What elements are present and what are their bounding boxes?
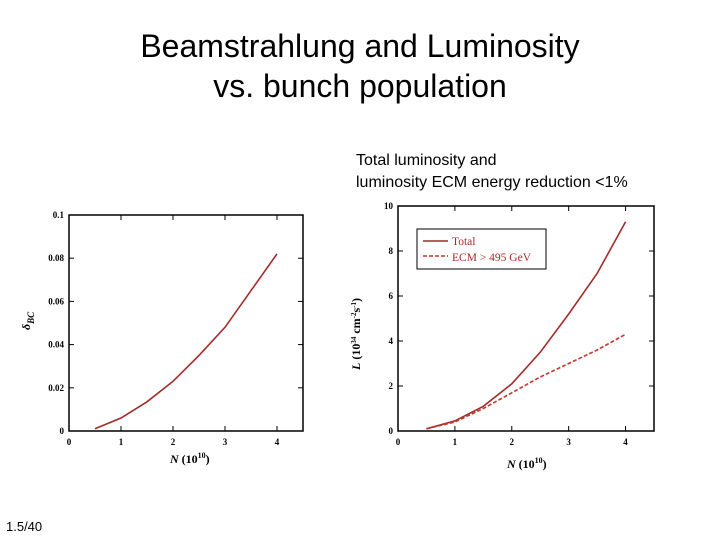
right-x-tick-label-3: 3 xyxy=(566,437,571,447)
left-ylabel-sub: BC xyxy=(26,311,36,325)
left-y-tick-label-4: 0.08 xyxy=(48,253,64,263)
right-ylabel-close: ) xyxy=(349,298,363,302)
title-line-1: Beamstrahlung and Luminosity xyxy=(140,28,580,64)
right-ylabel-s: s xyxy=(349,307,363,312)
slide-title: Beamstrahlung and Luminosity vs. bunch p… xyxy=(60,26,660,106)
left-x-axis-label: N (1010) xyxy=(169,451,210,466)
left-xlabel-close: ) xyxy=(206,452,210,466)
left-plot-frame xyxy=(68,214,304,432)
right-ylabel-exp3: -1 xyxy=(350,301,358,307)
right-ylabel-l: L xyxy=(349,363,363,371)
right-x-tick-label-1: 1 xyxy=(453,437,458,447)
caption-line-2: luminosity ECM energy reduction <1% xyxy=(356,174,628,191)
left-tick-group: 0 1 2 3 4 0 0.02 0.04 0.06 0.08 0.1 xyxy=(48,210,303,447)
left-x-tick-label-4: 4 xyxy=(275,437,280,447)
right-ylabel-cm: cm xyxy=(349,318,363,336)
right-y-tick-label-5: 10 xyxy=(384,201,394,211)
right-xlabel-close: ) xyxy=(543,457,547,471)
left-x-tick-label-0: 0 xyxy=(67,437,72,447)
right-y-tick-label-0: 0 xyxy=(389,426,394,436)
caption-line-1: Total luminosity and xyxy=(356,152,497,169)
title-line-2: vs. bunch population xyxy=(213,68,507,104)
left-series-0-line xyxy=(94,253,278,430)
right-series-group xyxy=(426,221,627,430)
left-x-tick-label-1: 1 xyxy=(119,437,124,447)
right-series-1-line xyxy=(426,333,626,430)
legend-label-ecm: ECM > 495 GeV xyxy=(452,252,532,264)
right-y-tick-label-3: 6 xyxy=(389,291,394,301)
right-y-axis-label: L (1034 cm-2s-1) xyxy=(349,298,363,371)
right-ylabel-text: L (1034 cm-2s-1) xyxy=(349,298,363,371)
right-x-tick-label-2: 2 xyxy=(510,437,515,447)
right-plot-frame xyxy=(397,205,655,432)
left-x-tick-label-2: 2 xyxy=(171,437,176,447)
left-xlabel-unit: (10 xyxy=(179,452,198,466)
left-series-group xyxy=(94,253,278,430)
left-xlabel-n: N xyxy=(169,452,180,466)
right-series-0-line xyxy=(426,221,627,430)
left-y-tick-label-3: 0.06 xyxy=(48,296,64,306)
left-y-tick-label-1: 0.02 xyxy=(48,383,64,393)
right-xlabel-unit: (10 xyxy=(516,457,535,471)
slide-number: 1.5/40 xyxy=(6,519,43,534)
left-x-tick-label-3: 3 xyxy=(223,437,228,447)
right-y-tick-label-1: 2 xyxy=(389,381,394,391)
luminosity-caption: Total luminosity and luminosity ECM ener… xyxy=(356,150,628,194)
left-y-tick-label-0: 0 xyxy=(60,426,65,436)
right-y-tick-label-2: 4 xyxy=(389,336,394,346)
right-x-tick-label-0: 0 xyxy=(396,437,401,447)
right-ylabel-exp1: 34 xyxy=(350,336,358,344)
right-tick-group: 0 1 2 3 4 0 2 4 6 8 10 xyxy=(384,201,654,447)
right-xlabel-n: N xyxy=(506,457,517,471)
right-x-axis-label: N (1010) xyxy=(506,456,547,471)
right-ylabel-exp2: -2 xyxy=(350,312,358,318)
right-y-tick-label-4: 8 xyxy=(389,246,394,256)
legend-box xyxy=(416,228,547,270)
legend: Total ECM > 495 GeV xyxy=(416,228,547,270)
left-y-tick-label-2: 0.04 xyxy=(48,340,64,350)
right-ylabel-unit: (10 xyxy=(349,344,363,363)
left-y-tick-label-5: 0.1 xyxy=(53,210,65,220)
right-xlabel-exp: 10 xyxy=(535,456,543,465)
legend-label-total: Total xyxy=(452,236,475,248)
left-xlabel-exp: 10 xyxy=(198,451,206,460)
right-x-tick-label-4: 4 xyxy=(623,437,628,447)
